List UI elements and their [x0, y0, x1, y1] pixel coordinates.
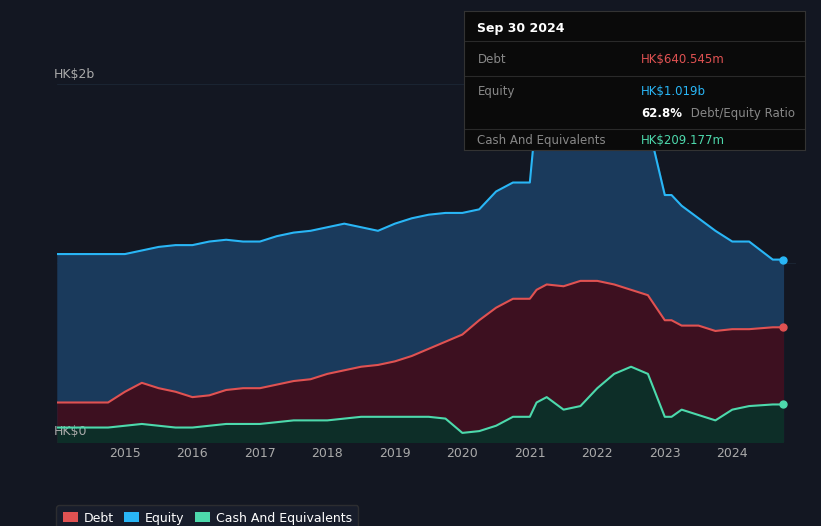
Text: 62.8%: 62.8% — [641, 107, 682, 120]
Text: Sep 30 2024: Sep 30 2024 — [478, 22, 565, 35]
Text: Equity: Equity — [478, 85, 515, 98]
Text: HK$2b: HK$2b — [54, 67, 95, 80]
Text: HK$0: HK$0 — [54, 425, 87, 438]
Legend: Debt, Equity, Cash And Equivalents: Debt, Equity, Cash And Equivalents — [57, 505, 358, 526]
Text: Debt: Debt — [478, 53, 506, 66]
Text: HK$1.019b: HK$1.019b — [641, 85, 706, 98]
Text: Cash And Equivalents: Cash And Equivalents — [478, 134, 606, 147]
Text: HK$209.177m: HK$209.177m — [641, 134, 725, 147]
Text: Debt/Equity Ratio: Debt/Equity Ratio — [687, 107, 795, 120]
Text: HK$640.545m: HK$640.545m — [641, 53, 725, 66]
